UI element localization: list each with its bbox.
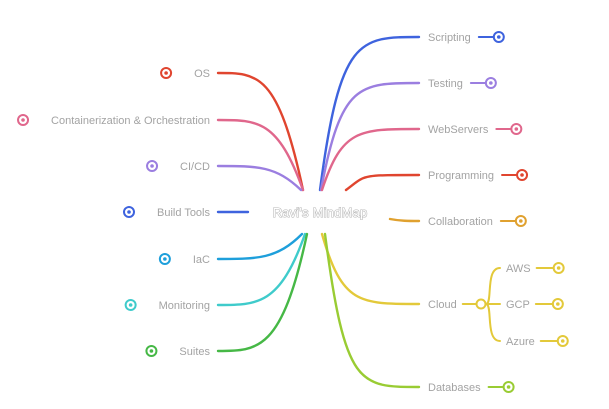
iac-node-marker-dot: [163, 257, 167, 261]
nodes-layer: OS Containerization & Orchestration CI/CD B…: [17, 31, 569, 394]
webservers-branch-edge: [320, 127, 421, 192]
suites-node-label[interactable]: Suites: [179, 346, 210, 358]
root-node-label[interactable]: Ravi's MindMap: [272, 204, 368, 220]
gcp-node-marker-dot: [556, 302, 560, 306]
testing-branch-edge: [319, 81, 421, 192]
containerization-orchestration-node-marker-dot: [21, 118, 25, 122]
containerization-orchestration-node-label[interactable]: Containerization & Orchestration: [51, 115, 210, 127]
suites-branch-edge: [216, 232, 309, 353]
testing-node-label[interactable]: Testing: [428, 78, 463, 90]
monitoring-node-marker-dot: [128, 303, 133, 307]
azure-branch-edge: [485, 303, 501, 342]
cloud-junction-node[interactable]: [475, 298, 487, 310]
collaboration-branch-edge: [388, 217, 421, 223]
ci-cd-node-label[interactable]: CI/CD: [180, 161, 210, 173]
webservers-node-label[interactable]: WebServers: [428, 124, 489, 136]
build-tools-node-label[interactable]: Build Tools: [157, 207, 210, 219]
edges-layer: [216, 35, 558, 389]
gcp-node-label[interactable]: GCP: [506, 299, 530, 311]
build-tools-node-marker-dot: [127, 210, 131, 214]
iac-branch-edge: [216, 232, 304, 261]
cloud-branch-edge: [320, 232, 421, 306]
collaboration-node-label[interactable]: Collaboration: [428, 216, 493, 228]
testing-node-marker-dot: [489, 81, 493, 85]
scripting-branch-edge: [318, 35, 421, 192]
databases-branch-edge: [323, 232, 421, 389]
scripting-node-label[interactable]: Scripting: [428, 32, 471, 44]
aws-branch-edge: [485, 267, 501, 305]
azure-node-label[interactable]: Azure: [506, 336, 535, 348]
monitoring-node-label[interactable]: Monitoring: [159, 300, 210, 312]
suites-node-marker-dot: [149, 349, 154, 353]
databases-node-marker-dot: [506, 385, 511, 389]
programming-node-label[interactable]: Programming: [428, 170, 494, 182]
aws-node-marker-dot: [556, 266, 561, 270]
webservers-node-marker-dot: [514, 127, 519, 131]
collaboration-node-marker-dot: [519, 219, 523, 223]
iac-node-label[interactable]: IaC: [193, 254, 210, 266]
programming-branch-edge: [344, 173, 421, 192]
os-node-marker-dot: [164, 71, 168, 75]
monitoring-branch-edge: [216, 232, 307, 307]
azure-node-marker-dot: [560, 339, 565, 343]
ci-cd-branch-edge: [216, 164, 303, 192]
containerization-orchestration-branch-edge: [216, 118, 305, 192]
os-node-label[interactable]: OS: [194, 68, 210, 80]
programming-node-marker-dot: [520, 173, 524, 177]
aws-node-label[interactable]: AWS: [506, 263, 531, 275]
ci-cd-node-marker-dot: [150, 164, 154, 168]
scripting-node-marker-dot: [496, 35, 501, 39]
databases-node-label[interactable]: Databases: [428, 382, 481, 394]
cloud-node-label[interactable]: Cloud: [428, 299, 457, 311]
os-branch-edge: [216, 71, 305, 192]
